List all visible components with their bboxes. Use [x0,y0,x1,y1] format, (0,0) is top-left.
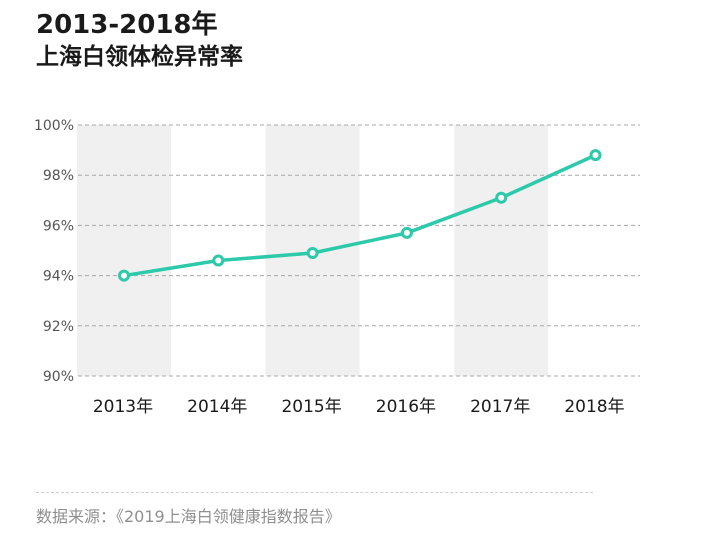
series-line [122,153,598,278]
x-tick-label: 2014年 [187,397,247,417]
data-point [306,247,319,260]
grid-lines [78,124,640,377]
data-point [212,254,225,267]
chart-title-line2: 上海白领体检异常率 [36,44,243,70]
x-axis-ticks: 2013年 2014年 2015年 2016年 2017年 2018年 [93,397,625,417]
background-band [77,125,171,376]
x-tick-label: 2013年 [93,397,153,417]
background-band [454,125,549,376]
data-point [400,226,413,239]
data-point [589,149,602,162]
x-tick-label: 2018年 [564,397,624,417]
x-tick-label: 2016年 [376,397,436,417]
y-axis-ticks: 90% 92% 94% 96% 98% 100% [34,118,74,385]
y-tick-label: 90% [43,369,74,385]
data-point [118,269,130,282]
y-tick-label: 98% [43,168,74,184]
x-tick-label: 2015年 [281,397,341,417]
source-divider [36,492,593,493]
source-note: 数据来源：《2019上海白领健康指数报告》 [36,507,341,526]
y-tick-label: 96% [43,218,74,234]
background-bands [77,125,549,376]
y-tick-label: 100% [34,118,74,134]
y-tick-label: 94% [43,269,74,285]
data-points [118,149,602,282]
x-tick-label: 2017年 [470,397,530,417]
y-tick-label: 92% [43,319,74,335]
series-polyline [122,153,598,278]
data-point [495,191,508,204]
chart-title-line1: 2013-2018年 [36,10,218,40]
chart-title: 2013-2018年 上海白领体检异常率 [36,8,243,72]
